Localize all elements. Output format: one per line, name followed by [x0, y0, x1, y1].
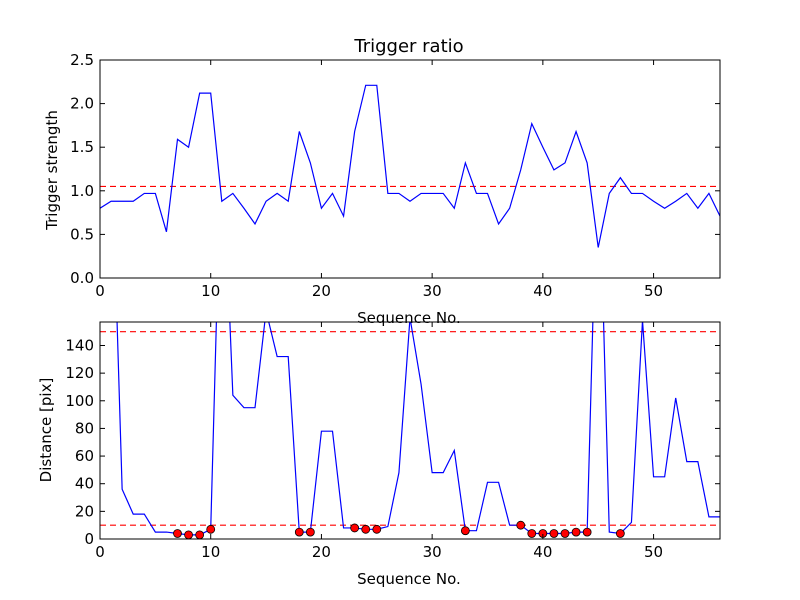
- marker-point: [527, 529, 537, 538]
- x-axis-label-bottom: Sequence No.: [357, 570, 461, 588]
- marker-point: [582, 527, 592, 537]
- x-tick-label-top: 50: [644, 282, 663, 300]
- x-tick-label-bottom: 50: [644, 543, 663, 561]
- x-tick-label-bottom: 30: [423, 543, 442, 561]
- y-tick-label-bottom: 80: [75, 419, 94, 437]
- y-tick-label-top: 2.5: [70, 51, 94, 69]
- chart-title: Trigger ratio: [353, 36, 463, 57]
- y-tick-label-bottom: 40: [75, 475, 94, 493]
- x-tick-label-bottom: 0: [95, 543, 105, 561]
- marker-point: [350, 523, 360, 533]
- x-tick-label-bottom: 20: [312, 543, 331, 561]
- marker-point: [372, 524, 382, 534]
- marker-point: [571, 527, 581, 537]
- axes-frame-bottom: [99, 321, 721, 540]
- x-tick-label-top: 40: [533, 282, 552, 300]
- marker-point: [184, 530, 193, 540]
- marker-point: [206, 524, 216, 534]
- x-tick-label-top: 20: [312, 282, 331, 300]
- y-tick-label-top: 2.0: [70, 95, 94, 113]
- y-tick-label-top: 1.0: [70, 182, 94, 200]
- marker-point: [361, 524, 371, 534]
- x-tick-label-bottom: 40: [533, 543, 552, 561]
- plot-area-top: [100, 84, 720, 248]
- y-tick-label-top: 0.0: [70, 269, 94, 287]
- y-axis-label-top: Trigger strength: [43, 110, 61, 231]
- x-tick-label-top: 30: [423, 282, 442, 300]
- distance-plot: Distance [pix] Sequence No. 0 10 20 30 40 50 0…: [37, 321, 721, 588]
- y-tick-label-top: 1.5: [70, 138, 94, 156]
- marker-point: [173, 529, 182, 538]
- marker-point: [305, 527, 315, 537]
- series-line-top-0: [100, 84, 720, 248]
- marker-point: [294, 527, 304, 537]
- marker-point: [615, 529, 625, 538]
- x-tick-label-bottom: 10: [201, 543, 220, 561]
- x-tick-label-top: 10: [201, 282, 220, 300]
- y-tick-label-bottom: 140: [65, 336, 94, 354]
- marker-point: [549, 529, 559, 538]
- marker-point: [195, 530, 205, 540]
- marker-point: [460, 526, 470, 536]
- marker-point: [560, 529, 570, 538]
- y-tick-label-bottom: 120: [65, 364, 94, 382]
- y-tick-label-bottom: 20: [75, 502, 94, 520]
- y-axis-label-bottom: Distance [pix]: [37, 378, 55, 483]
- y-tick-label-bottom: 100: [65, 392, 94, 410]
- y-tick-label-bottom: 60: [75, 447, 94, 465]
- axes-frame-top: [99, 59, 721, 279]
- marker-point: [516, 520, 526, 530]
- y-tick-label-top: 0.5: [70, 225, 94, 243]
- x-tick-label-top: 0: [95, 282, 105, 300]
- y-tick-label-bottom: 0: [84, 530, 94, 548]
